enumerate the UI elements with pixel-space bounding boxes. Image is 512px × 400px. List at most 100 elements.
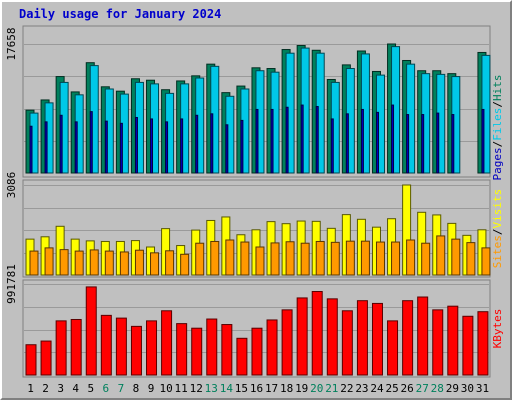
sites-bar-day-18 — [285, 241, 295, 276]
pages-bar-day-6 — [104, 120, 108, 174]
pages-bar-day-27 — [421, 114, 425, 174]
pages-bar-day-13 — [210, 113, 214, 174]
pages-bar-day-24 — [375, 111, 379, 174]
pages-bar-day-9 — [150, 118, 154, 174]
sites-bar-day-9 — [150, 252, 160, 276]
x-tick-day-24: 24 — [370, 382, 384, 395]
kbytes-bar-day-11 — [176, 323, 188, 376]
pages-bar-day-25 — [391, 104, 395, 174]
pages-bar-day-14 — [225, 124, 229, 174]
sites-bar-day-19 — [300, 242, 310, 276]
pages-bar-day-21 — [330, 118, 334, 174]
sites-bar-day-1 — [29, 250, 39, 276]
sites-bar-day-23 — [360, 240, 370, 276]
x-tick-day-12: 12 — [190, 382, 203, 395]
panel-1-legend: Pages/Files/Hits — [491, 75, 504, 181]
pages-bar-day-15 — [240, 119, 244, 174]
sites-bar-day-8 — [134, 249, 144, 276]
x-tick-day-28: 28 — [431, 382, 444, 395]
kbytes-bar-day-6 — [100, 314, 112, 376]
x-tick-day-30: 30 — [461, 382, 474, 395]
sites-bar-day-29 — [451, 238, 461, 276]
sites-bar-day-12 — [195, 242, 205, 276]
sites-bar-day-21 — [330, 241, 340, 276]
sites-bar-day-28 — [436, 235, 446, 276]
sites-bar-day-13 — [210, 240, 220, 276]
kbytes-bar-day-17 — [266, 319, 278, 376]
x-tick-day-8: 8 — [133, 382, 140, 395]
pages-bar-day-18 — [285, 106, 289, 174]
x-tick-day-14: 14 — [220, 382, 234, 395]
pages-bar-day-17 — [270, 108, 274, 174]
legend-pages: Pages — [491, 147, 504, 180]
sites-bar-day-4 — [74, 250, 84, 276]
kbytes-bar-day-27 — [417, 296, 429, 376]
x-tick-day-20: 20 — [310, 382, 323, 395]
kbytes-bar-day-8 — [130, 325, 142, 376]
sites-bar-day-16 — [255, 246, 265, 276]
legend-sites: Sites — [491, 235, 504, 268]
sites-bar-day-10 — [165, 250, 175, 276]
sites-bar-day-20 — [315, 240, 325, 276]
sites-bar-day-22 — [345, 240, 355, 276]
x-tick-day-5: 5 — [87, 382, 94, 395]
legend-visits: Visits — [491, 189, 504, 229]
pages-bar-day-1 — [29, 125, 33, 174]
sites-bar-day-5 — [89, 249, 99, 276]
x-tick-day-27: 27 — [416, 382, 429, 395]
legend-hits: Hits — [491, 75, 504, 102]
sites-bar-day-3 — [59, 249, 69, 276]
x-tick-day-6: 6 — [103, 382, 110, 395]
legend-separator: / — [491, 101, 504, 108]
x-tick-day-7: 7 — [118, 382, 125, 395]
sites-bar-day-26 — [406, 239, 416, 276]
x-tick-day-2: 2 — [42, 382, 49, 395]
pages-bar-day-7 — [119, 122, 123, 174]
kbytes-bar-day-29 — [447, 305, 459, 376]
sites-bar-day-14 — [225, 239, 235, 276]
kbytes-bar-day-9 — [146, 320, 158, 376]
kbytes-bar-day-19 — [296, 297, 308, 376]
pages-bar-day-23 — [360, 108, 364, 174]
kbytes-bar-day-10 — [161, 310, 173, 376]
pages-bar-day-12 — [195, 114, 199, 174]
panel-3-legend: KBytes — [491, 309, 504, 349]
x-tick-day-15: 15 — [235, 382, 248, 395]
x-tick-day-23: 23 — [355, 382, 368, 395]
pages-bar-day-3 — [59, 114, 63, 174]
x-tick-day-13: 13 — [205, 382, 218, 395]
pages-bar-day-29 — [451, 114, 455, 174]
kbytes-bar-day-30 — [462, 315, 474, 376]
pages-bar-day-22 — [345, 113, 349, 174]
kbytes-bar-day-21 — [326, 298, 338, 376]
kbytes-bar-day-2 — [40, 340, 52, 376]
sites-bar-day-24 — [375, 241, 385, 276]
kbytes-bar-day-4 — [70, 318, 82, 376]
pages-bar-day-26 — [406, 114, 410, 174]
pages-bar-day-16 — [255, 108, 259, 174]
kbytes-bar-day-28 — [432, 309, 444, 376]
x-tick-day-17: 17 — [265, 382, 278, 395]
panel-3-max-label: 991781 — [5, 264, 18, 304]
kbytes-bar-day-18 — [281, 309, 293, 376]
panel-1-max-label: 17658 — [5, 27, 18, 60]
legend-kbytes: KBytes — [491, 309, 504, 349]
x-tick-day-19: 19 — [295, 382, 308, 395]
x-tick-day-22: 22 — [340, 382, 353, 395]
kbytes-bar-day-25 — [387, 320, 399, 376]
x-tick-day-25: 25 — [385, 382, 398, 395]
kbytes-bar-day-7 — [115, 317, 127, 376]
sites-bar-day-7 — [119, 251, 129, 276]
kbytes-bar-day-14 — [221, 324, 233, 376]
kbytes-bar-day-31 — [477, 311, 489, 376]
sites-bar-day-31 — [481, 247, 491, 276]
kbytes-bar-day-5 — [85, 286, 97, 376]
sites-bar-day-27 — [421, 242, 431, 276]
x-tick-day-3: 3 — [57, 382, 64, 395]
x-tick-day-21: 21 — [325, 382, 338, 395]
pages-bar-day-10 — [165, 121, 169, 174]
legend-separator: / — [491, 229, 504, 236]
pages-bar-day-4 — [74, 121, 78, 174]
kbytes-bar-day-3 — [55, 320, 67, 376]
